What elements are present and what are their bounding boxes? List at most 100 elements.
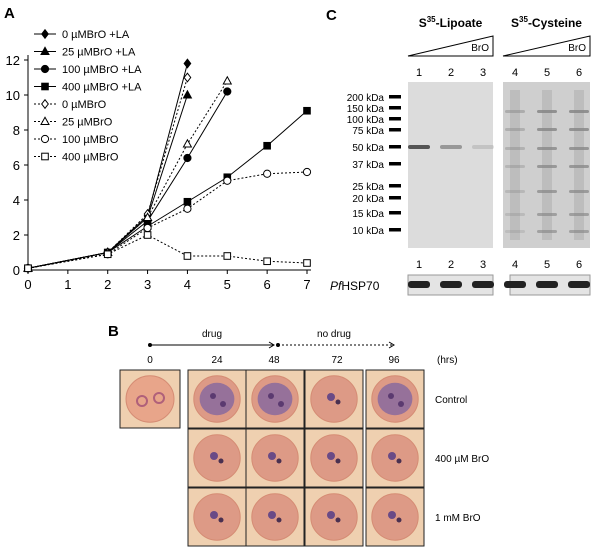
legend-marker bbox=[41, 82, 49, 91]
y-tick-label: 0 bbox=[13, 263, 20, 278]
row-label: Control bbox=[435, 395, 467, 406]
y-tick-label: 2 bbox=[13, 228, 20, 243]
marker-label: 75 kDa bbox=[352, 126, 384, 137]
x-tick-label: 7 bbox=[303, 277, 310, 292]
smear bbox=[542, 90, 552, 240]
band bbox=[537, 213, 557, 216]
marker-label: 37 kDa bbox=[352, 160, 384, 171]
marker-label: 100 kDa bbox=[347, 115, 385, 126]
band bbox=[569, 110, 589, 113]
legend-marker bbox=[40, 64, 50, 74]
y-tick-label: 12 bbox=[6, 53, 20, 68]
series-line bbox=[27, 171, 308, 269]
parasite bbox=[398, 401, 404, 407]
parasite bbox=[388, 452, 396, 460]
marker bbox=[223, 87, 232, 96]
y-tick-label: 10 bbox=[6, 88, 20, 103]
hsp70-band bbox=[408, 281, 430, 288]
micrograph bbox=[304, 369, 364, 429]
lane-number: 5 bbox=[544, 259, 550, 271]
parasite bbox=[377, 382, 413, 416]
legend-label: 400 µMBrO bbox=[62, 152, 119, 164]
parasite bbox=[210, 452, 218, 460]
lane-number: 6 bbox=[576, 67, 582, 79]
parasite bbox=[257, 382, 293, 416]
marker-label: 50 kDa bbox=[352, 143, 384, 154]
legend-marker bbox=[41, 98, 49, 110]
band bbox=[537, 230, 557, 233]
marker-label: 20 kDa bbox=[352, 194, 384, 205]
marker bbox=[303, 259, 311, 267]
x-tick-label: 2 bbox=[104, 277, 111, 292]
panel-label: B bbox=[108, 323, 119, 340]
band bbox=[505, 190, 525, 193]
title-part: S bbox=[511, 16, 519, 30]
parasite bbox=[335, 517, 341, 523]
ladder-band bbox=[389, 196, 401, 200]
legend-label: 25 µMBrO +LA bbox=[62, 47, 136, 59]
treatment: BrO bbox=[471, 43, 489, 54]
marker-label: 200 kDa bbox=[347, 93, 385, 104]
ladder-band bbox=[389, 117, 401, 121]
time-label: 24 bbox=[211, 355, 223, 366]
y-tick-label: 6 bbox=[13, 158, 20, 173]
legend-label: 0 µMBrO bbox=[62, 99, 107, 111]
marker bbox=[223, 252, 232, 260]
legend-marker bbox=[40, 116, 50, 125]
title-part: -Lipoate bbox=[436, 16, 483, 30]
lane-number: 3 bbox=[480, 259, 486, 271]
band bbox=[505, 128, 525, 131]
x-tick-label: 4 bbox=[184, 277, 191, 292]
wedge bbox=[407, 35, 494, 57]
marker bbox=[103, 250, 112, 259]
micrograph bbox=[187, 428, 247, 488]
ladder-band bbox=[389, 228, 401, 232]
series-line bbox=[27, 91, 228, 269]
legend-label: 100 µMBrO +LA bbox=[62, 64, 142, 76]
hsp70-band bbox=[472, 281, 494, 288]
hsp70-band bbox=[504, 281, 526, 288]
marker bbox=[222, 75, 233, 85]
ladder-band bbox=[389, 184, 401, 188]
ladder-band bbox=[389, 162, 401, 166]
time-label: 48 bbox=[268, 355, 280, 366]
dot bbox=[276, 343, 280, 347]
ladder-band bbox=[389, 95, 401, 99]
micrograph bbox=[187, 369, 247, 429]
rbc bbox=[125, 375, 175, 423]
parasite bbox=[327, 393, 335, 401]
x-tick-label: 0 bbox=[24, 277, 31, 292]
parasite bbox=[218, 517, 224, 523]
wedge bbox=[502, 35, 591, 57]
parasite bbox=[218, 458, 224, 464]
legend-label: 400 µMBrO +LA bbox=[62, 82, 142, 94]
treatment: BrO bbox=[568, 43, 586, 54]
row-label: 1 mM BrO bbox=[435, 513, 481, 524]
time-unit: (hrs) bbox=[437, 355, 458, 366]
band bbox=[537, 147, 557, 150]
parasite bbox=[268, 393, 274, 399]
parasite bbox=[276, 458, 282, 464]
parasite bbox=[136, 395, 148, 407]
band bbox=[505, 165, 525, 168]
lane-number: 3 bbox=[480, 67, 486, 79]
band bbox=[569, 128, 589, 131]
band bbox=[569, 213, 589, 216]
band bbox=[569, 147, 589, 150]
title-sup: 35 bbox=[519, 15, 528, 24]
parasite bbox=[268, 452, 276, 460]
marker bbox=[263, 169, 272, 178]
marker bbox=[263, 257, 271, 266]
parasite bbox=[276, 517, 282, 523]
marker bbox=[143, 223, 152, 233]
lane-number: 2 bbox=[448, 67, 454, 79]
gel bbox=[503, 82, 590, 248]
marker bbox=[183, 72, 192, 83]
parasite bbox=[396, 517, 402, 523]
band bbox=[537, 128, 557, 131]
band bbox=[537, 190, 557, 193]
band bbox=[537, 165, 557, 168]
band bbox=[569, 165, 589, 168]
marker bbox=[183, 153, 192, 163]
time-label: 0 bbox=[147, 355, 153, 366]
